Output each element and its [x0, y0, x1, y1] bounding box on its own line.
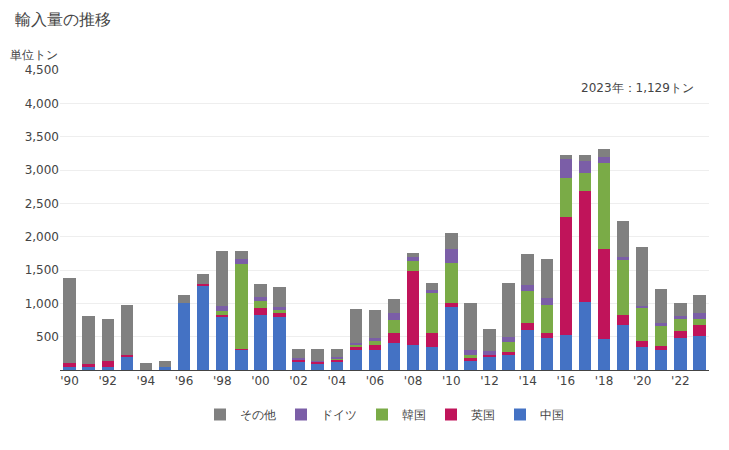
svg-text:4,500: 4,500	[25, 63, 59, 77]
svg-text:3,500: 3,500	[25, 130, 59, 144]
svg-text:'08: '08	[404, 374, 423, 388]
svg-text:韓国: 韓国	[402, 408, 426, 422]
svg-text:2023年：1,129トン: 2023年：1,129トン	[581, 81, 694, 95]
svg-text:英国: 英国	[471, 408, 495, 422]
svg-text:'16: '16	[557, 374, 576, 388]
svg-text:'96: '96	[175, 374, 194, 388]
svg-text:'10: '10	[442, 374, 461, 388]
svg-text:4,000: 4,000	[25, 97, 59, 111]
svg-text:'14: '14	[518, 374, 537, 388]
svg-text:2,500: 2,500	[25, 197, 59, 211]
svg-text:'04: '04	[327, 374, 346, 388]
svg-text:1,000: 1,000	[25, 297, 59, 311]
svg-text:単位トン: 単位トン	[10, 48, 58, 62]
svg-text:'98: '98	[213, 374, 232, 388]
svg-text:'92: '92	[98, 374, 117, 388]
svg-text:'18: '18	[595, 374, 614, 388]
svg-text:'12: '12	[480, 374, 499, 388]
svg-text:1,500: 1,500	[25, 263, 59, 277]
svg-text:ドイツ: ドイツ	[321, 408, 357, 422]
svg-text:2,000: 2,000	[25, 230, 59, 244]
svg-text:3,000: 3,000	[25, 163, 59, 177]
svg-text:'90: '90	[60, 374, 79, 388]
svg-text:'94: '94	[137, 374, 156, 388]
svg-text:'00: '00	[251, 374, 270, 388]
svg-text:500: 500	[36, 330, 59, 344]
svg-text:輸入量の推移: 輸入量の推移	[15, 10, 111, 29]
svg-text:'22: '22	[671, 374, 690, 388]
svg-text:'02: '02	[289, 374, 308, 388]
svg-text:中国: 中国	[540, 408, 564, 422]
svg-text:'06: '06	[366, 374, 385, 388]
svg-text:'20: '20	[633, 374, 652, 388]
svg-text:その他: その他	[240, 408, 276, 422]
